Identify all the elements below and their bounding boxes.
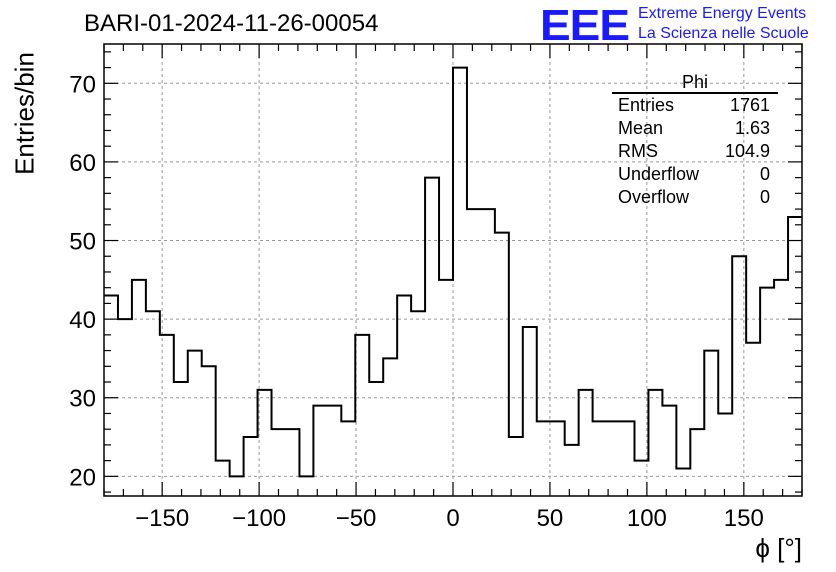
stats-value: 1761 xyxy=(729,95,770,115)
x-tick-label: 100 xyxy=(627,505,667,532)
logo-line-1: Extreme Energy Events xyxy=(638,5,807,22)
x-tick-label: −150 xyxy=(135,505,189,532)
logo-line-2: La Scienza nelle Scuole xyxy=(638,25,809,42)
stats-label: Underflow xyxy=(618,164,700,184)
eee-logo: EEE xyxy=(540,0,630,50)
x-tick-label: −50 xyxy=(336,505,377,532)
x-tick-label: −100 xyxy=(232,505,286,532)
stats-box: Phi Entries 1761 Mean 1.63 RMS 104.9 Und… xyxy=(612,72,778,209)
x-tick-label: 150 xyxy=(724,505,764,532)
stats-row-underflow: Underflow 0 xyxy=(612,163,778,186)
stats-row-overflow: Overflow 0 xyxy=(612,186,778,209)
y-tick-label: 50 xyxy=(69,229,96,256)
chart-title: BARI-01-2024-11-26-00054 xyxy=(84,10,379,37)
stats-row-rms: RMS 104.9 xyxy=(612,140,778,163)
stats-row-entries: Entries 1761 xyxy=(612,94,778,117)
stats-value: 0 xyxy=(759,164,770,184)
x-tick-label: 0 xyxy=(446,505,459,532)
y-tick-label: 70 xyxy=(69,71,96,98)
y-tick-label: 30 xyxy=(69,386,96,413)
x-axis-label: ϕ [°] xyxy=(755,533,802,563)
stats-title: Phi xyxy=(612,72,778,94)
stats-value: 1.63 xyxy=(734,118,770,138)
y-tick-label: 40 xyxy=(69,307,96,334)
y-tick-label: 20 xyxy=(69,464,96,491)
stats-label: Overflow xyxy=(618,187,690,207)
stats-value: 104.9 xyxy=(724,141,770,161)
stats-value: 0 xyxy=(759,187,770,207)
x-tick-label: 50 xyxy=(537,505,564,532)
stats-label: RMS xyxy=(618,141,658,161)
y-axis-label: Entries/bin xyxy=(9,52,40,175)
y-tick-label: 60 xyxy=(69,150,96,177)
stats-label: Mean xyxy=(618,118,664,138)
histogram-series-line xyxy=(104,66,802,478)
stats-label: Entries xyxy=(618,95,675,115)
stats-row-mean: Mean 1.63 xyxy=(612,117,778,140)
